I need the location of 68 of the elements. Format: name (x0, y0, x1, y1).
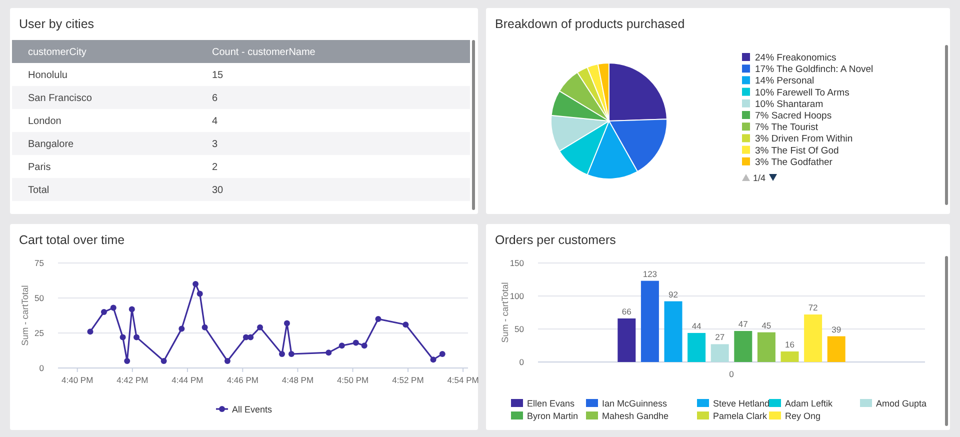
legend-label: 24% Freakonomics (755, 52, 837, 64)
text: User by cities (19, 17, 94, 31)
x-tick-label: 4:46 PM (226, 375, 258, 385)
x-tick-label: 0 (729, 369, 734, 379)
category-label: Total (28, 185, 50, 196)
y-tick-label: 50 (514, 324, 524, 334)
legend-label: Ian McGuinness (602, 398, 668, 408)
legend-label: Byron Martin (527, 411, 578, 421)
legend-label: 10% Shantaram (755, 98, 824, 110)
data-label: 3 (212, 139, 218, 150)
data-label: 30 (212, 185, 224, 196)
legend-label: Ellen Evans (527, 398, 576, 408)
y-tick-label: 50 (34, 293, 44, 303)
data-label: 44 (692, 320, 702, 331)
y-tick-label: 100 (510, 291, 524, 301)
category-label: London (28, 116, 62, 127)
x-tick-label: 4:50 PM (336, 375, 369, 385)
legend-label: 17% The Goldfinch: A Novel (755, 64, 874, 76)
data-label: 6 (212, 93, 218, 104)
x-tick-label: 4:48 PM (282, 375, 314, 385)
data-label: 123 (642, 268, 658, 279)
data-label: 92 (668, 289, 678, 300)
x-tick-label: 4:44 PM (172, 375, 204, 385)
legend-label: 14% Personal (755, 76, 814, 87)
y-tick-label: 75 (34, 258, 44, 268)
legend-label: 7% The Tourist (755, 122, 818, 134)
legend-label: 3% The Fist Of God (755, 145, 839, 156)
category-label: San Francisco (28, 93, 92, 104)
data-label: 4 (212, 116, 218, 127)
data-label: 2 (212, 162, 218, 173)
legend-label: Steve Hetland (713, 398, 770, 408)
chart-title: Breakdown of products purchased (495, 17, 685, 31)
data-label: 72 (808, 302, 818, 312)
data-label: 45 (762, 320, 772, 330)
y-tick-label: 150 (510, 258, 524, 268)
y-axis-title: Sum - cartTotal (20, 285, 30, 346)
data-label: 16 (785, 339, 795, 350)
x-tick-label: 4:42 PM (116, 375, 148, 385)
legend-label: Mahesh Gandhe (602, 411, 669, 421)
y-tick-label: 25 (34, 328, 44, 338)
chart-title: Cart total over time (19, 233, 125, 247)
x-tick-label: 4:54 PM (447, 375, 479, 385)
legend-label: 10% Farewell To Arms (755, 87, 850, 98)
legend-label: 3% The Godfather (755, 156, 832, 168)
y-axis-title: Sum - cartTotal (500, 282, 510, 343)
data-label: 47 (738, 318, 748, 329)
data-label: 15 (212, 70, 224, 81)
legend-label: All Events (232, 404, 273, 414)
legend-label: 3% Driven From Within (755, 134, 853, 145)
text: 1/4 (753, 173, 766, 183)
data-label: 66 (622, 306, 632, 316)
data-label: 27 (715, 332, 725, 342)
legend-label: Rey Ong (785, 411, 821, 421)
text: customerCity (28, 47, 86, 58)
text: Count - customerName (212, 47, 316, 58)
legend-label: 7% Sacred Hoops (755, 110, 832, 122)
legend-label: Pamela Clark (713, 411, 768, 421)
legend-label: Adam Leftik (785, 398, 834, 408)
x-tick-label: 4:52 PM (392, 375, 424, 385)
legend-label: Amod Gupta (876, 398, 927, 408)
chart-title: Orders per customers (495, 233, 616, 247)
y-tick-label: 0 (519, 357, 524, 367)
category-label: Bangalore (28, 139, 74, 150)
x-tick-label: 4:40 PM (62, 375, 94, 385)
data-label: 39 (832, 324, 842, 334)
y-tick-label: 0 (39, 363, 44, 373)
category-label: Paris (28, 162, 51, 173)
category-label: Honolulu (28, 70, 68, 81)
